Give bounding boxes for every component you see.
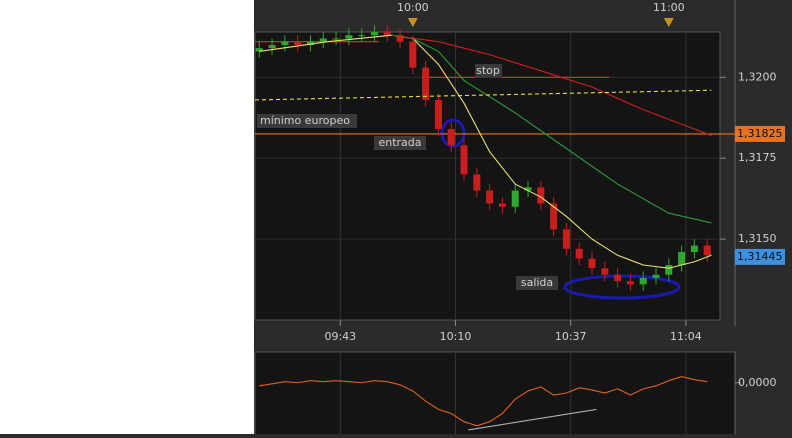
annotation-box (475, 64, 502, 78)
annotation: mínimo europeo (260, 114, 350, 127)
candle-body (396, 35, 404, 42)
x-tick-label: 10:10 (440, 330, 472, 343)
candle-body (524, 187, 532, 191)
annotation-box (374, 136, 426, 150)
candle-body (268, 44, 276, 49)
price-tag-label: 1,31825 (737, 127, 783, 140)
candle-body (703, 245, 711, 256)
annotation: entrada (378, 136, 421, 149)
y-tick-label: 1,3175 (738, 151, 777, 164)
indicator-line (391, 34, 712, 224)
indicator-line (391, 34, 712, 137)
candle-body (383, 32, 391, 36)
candle-body (486, 190, 494, 204)
x-tick-label: 10:37 (555, 330, 587, 343)
candle-body (358, 35, 366, 37)
price-tag (735, 125, 785, 142)
candle-body (690, 245, 698, 253)
candle-body (294, 41, 302, 45)
candle-body (588, 258, 596, 269)
candle-body (255, 48, 263, 52)
candle-body (575, 248, 583, 259)
y-tick-label: 0,0000 (738, 376, 777, 389)
candle-body (422, 67, 430, 100)
y-tick-label: 1,3150 (738, 232, 777, 245)
x-tick-label: 11:04 (670, 330, 702, 343)
candle-body (281, 41, 289, 45)
candle-body (614, 274, 622, 282)
annotation-box (257, 114, 357, 128)
x-tick-label: 09:43 (324, 330, 356, 343)
candle-body (498, 203, 506, 207)
candle-body (601, 268, 609, 275)
candle-body (447, 129, 455, 146)
oscillator-panel (254, 351, 736, 438)
price-tag (735, 248, 785, 265)
top-tick-label: 11:00 (653, 1, 685, 14)
candle-body (639, 277, 647, 285)
candle-body (626, 281, 634, 285)
annotation-box (516, 276, 558, 290)
top-tick-marker (663, 18, 674, 27)
candle-body (332, 38, 340, 40)
price-panel (254, 31, 721, 321)
candle-body (550, 203, 558, 230)
divergence-line (468, 408, 597, 431)
top-tick-marker (407, 18, 418, 27)
candle-body (434, 99, 442, 130)
annotation: salida (521, 276, 553, 289)
candle-body (665, 264, 673, 275)
candle-body (678, 252, 686, 265)
top-tick-label: 10:00 (397, 1, 429, 14)
candle-body (306, 41, 314, 45)
annotation: stop (476, 64, 500, 77)
candle-body (473, 174, 481, 191)
indicator-line (254, 89, 712, 101)
candle-body (562, 229, 570, 249)
entry-circle (440, 118, 466, 148)
candle-body (652, 274, 660, 278)
blank-panel (0, 0, 254, 434)
price-tag-label: 1,31445 (737, 250, 783, 263)
candle-body (345, 35, 353, 39)
candle-body (511, 190, 519, 207)
candle-body (537, 187, 545, 204)
candle-body (370, 32, 378, 36)
candle-body (460, 145, 468, 175)
oscillator-line (259, 376, 708, 427)
exit-circle (563, 274, 681, 300)
y-tick-label: 1,3200 (738, 70, 777, 83)
candle-body (319, 38, 327, 42)
candle-body (409, 41, 417, 68)
